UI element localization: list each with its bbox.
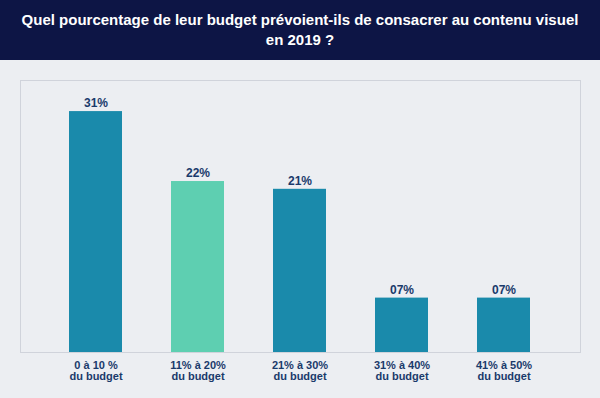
svg-text:21% à 30%du budget: 21% à 30%du budget bbox=[272, 359, 328, 382]
html-text:Quel pourcentage de leur budge: Quel pourcentage de leur budget prévoien… bbox=[21, 11, 579, 48]
svg-text:0 à 10 %du budget: 0 à 10 %du budget bbox=[69, 359, 122, 382]
svg-text:07%: 07% bbox=[492, 283, 516, 297]
svg-text:07%: 07% bbox=[390, 283, 414, 297]
svg-text:31% à 40%du budget: 31% à 40%du budget bbox=[374, 359, 430, 382]
svg-text:31%: 31% bbox=[84, 96, 108, 110]
svg-text:22%: 22% bbox=[186, 166, 210, 180]
svg-text:11% à 20%du budget: 11% à 20%du budget bbox=[170, 359, 226, 382]
svg-text:21%: 21% bbox=[288, 174, 312, 188]
svg-text:41% à 50%du budget: 41% à 50%du budget bbox=[476, 359, 532, 382]
